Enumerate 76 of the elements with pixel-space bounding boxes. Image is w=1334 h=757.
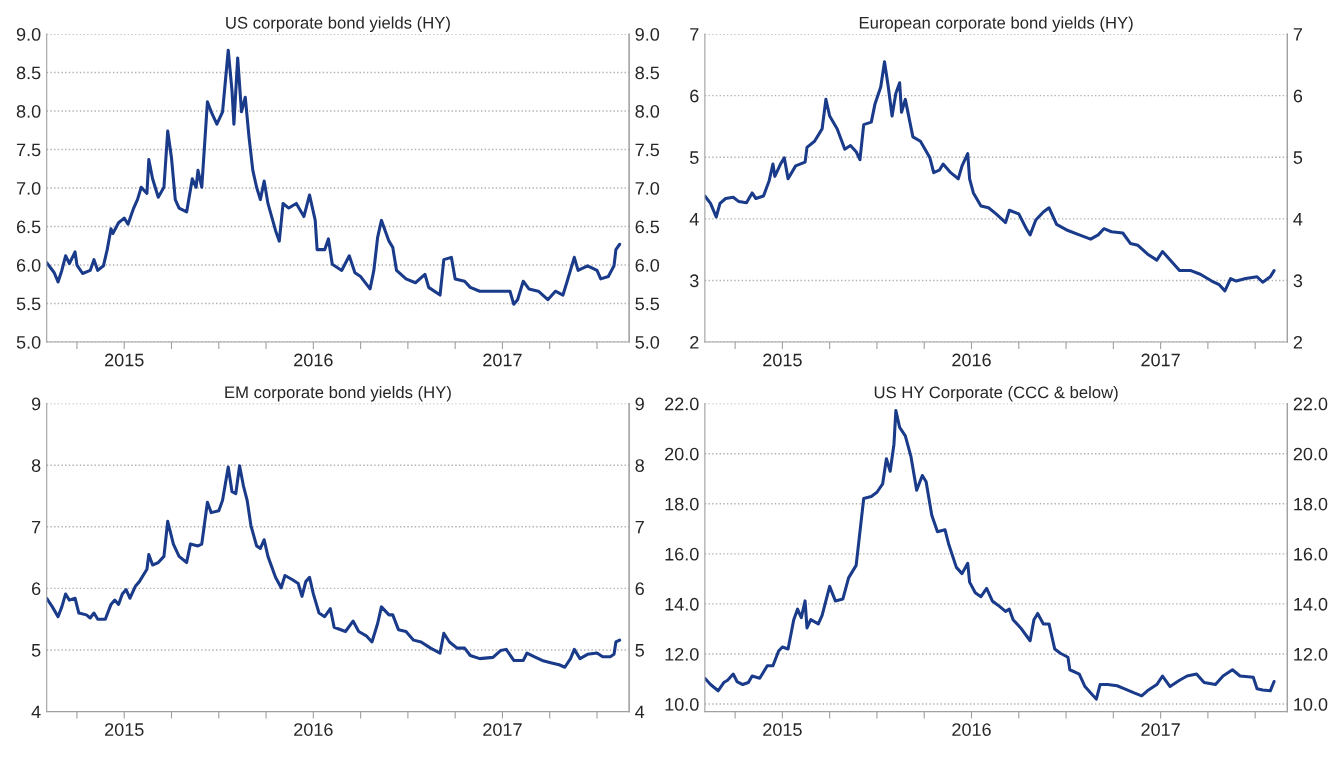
y-tick-label: 5.0	[16, 335, 41, 349]
x-tick-label: 2016	[952, 353, 991, 367]
x-tick-label: 2015	[763, 353, 802, 367]
y2-tick-label: 6	[1293, 89, 1303, 103]
x-tick-label: 2015	[105, 353, 144, 367]
y2-tick-label: 12.0	[1294, 647, 1328, 661]
y2-tick-label: 4	[1293, 212, 1303, 226]
y2-tick-label: 2	[1293, 335, 1302, 349]
y-tick-label: 18.0	[665, 497, 699, 511]
line-series	[46, 464, 622, 669]
y2-tick-label: 9	[635, 397, 644, 411]
y2-tick-label: 6.5	[635, 220, 660, 234]
y2-tick-label: 7.5	[635, 143, 660, 157]
y2-tick-label: 5.0	[635, 335, 660, 349]
y2-tick-label: 7	[1293, 28, 1302, 41]
y-tick-label: 9.0	[16, 28, 41, 41]
chart-title: European corporate bond yields (HY)	[859, 16, 1133, 32]
y-tick-label: 4	[31, 705, 41, 719]
y-tick-label: 8.0	[16, 104, 41, 118]
y2-tick-label: 7.0	[635, 181, 660, 195]
y-tick-label: 4	[689, 212, 699, 226]
y-tick-label: 7.0	[16, 181, 41, 195]
chart-title: US corporate bond yields (HY)	[226, 16, 450, 32]
y-tick-label: 20.0	[665, 447, 699, 461]
x-tick-label: 2017	[483, 723, 522, 736]
y-tick-label: 3	[689, 274, 699, 288]
y2-tick-label: 8	[635, 459, 644, 472]
x-tick-label: 2015	[105, 723, 144, 736]
line-series	[704, 60, 1276, 293]
y-tick-label: 2	[690, 335, 699, 349]
y2-tick-label: 20.0	[1293, 447, 1328, 461]
y2-tick-label: 5.5	[635, 297, 660, 311]
y-tick-label: 6	[32, 582, 41, 596]
y-tick-label: 7	[690, 28, 699, 41]
y2-tick-label: 9.0	[635, 28, 660, 41]
y2-tick-label: 8.0	[635, 104, 660, 118]
y-tick-label: 12.0	[665, 647, 699, 661]
chart-title: US HY Corporate (CCC & below)	[874, 385, 1118, 402]
y-tick-label: 7	[32, 520, 41, 534]
y2-tick-label: 6	[635, 582, 644, 596]
y2-tick-label: 6.0	[635, 258, 660, 272]
y2-tick-label: 3	[1293, 274, 1303, 288]
y-tick-label: 8.5	[16, 66, 41, 80]
y-tick-label: 9	[31, 397, 41, 411]
y-tick-label: 5.5	[16, 297, 41, 311]
x-tick-label: 2017	[483, 353, 522, 367]
y2-tick-label: 10.0	[1294, 698, 1328, 711]
x-tick-label: 2015	[763, 723, 802, 736]
x-tick-label: 2016	[294, 723, 333, 736]
y-tick-label: 6	[690, 89, 699, 103]
y2-tick-label: 8.5	[635, 66, 660, 80]
y-tick-label: 14.0	[665, 597, 699, 611]
y-tick-label: 6.5	[16, 220, 41, 234]
y-tick-label: 6.0	[16, 258, 41, 272]
y2-tick-label: 4	[635, 705, 645, 719]
chart-title: EM corporate bond yields (HY)	[225, 385, 451, 402]
y2-tick-label: 14.0	[1294, 597, 1328, 611]
y-tick-label: 5	[31, 644, 41, 657]
y2-tick-label: 18.0	[1294, 497, 1328, 511]
y-tick-label: 22.0	[665, 397, 699, 411]
line-series	[704, 409, 1276, 701]
x-tick-label: 2017	[1141, 353, 1180, 367]
y2-tick-label: 7	[635, 520, 644, 534]
line-series	[46, 48, 622, 306]
y2-tick-label: 5	[1293, 151, 1303, 164]
y-tick-label: 16.0	[665, 547, 699, 561]
x-tick-label: 2017	[1141, 723, 1180, 736]
y2-tick-label: 16.0	[1294, 547, 1328, 561]
y2-tick-label: 5	[635, 644, 644, 657]
y-tick-label: 10.0	[665, 698, 699, 711]
y-tick-label: 8	[31, 459, 41, 472]
y-tick-label: 5	[689, 151, 699, 164]
y2-tick-label: 22.0	[1293, 397, 1328, 411]
x-tick-label: 2016	[952, 723, 991, 736]
y-tick-label: 7.5	[16, 143, 41, 157]
x-tick-label: 2016	[294, 353, 333, 367]
